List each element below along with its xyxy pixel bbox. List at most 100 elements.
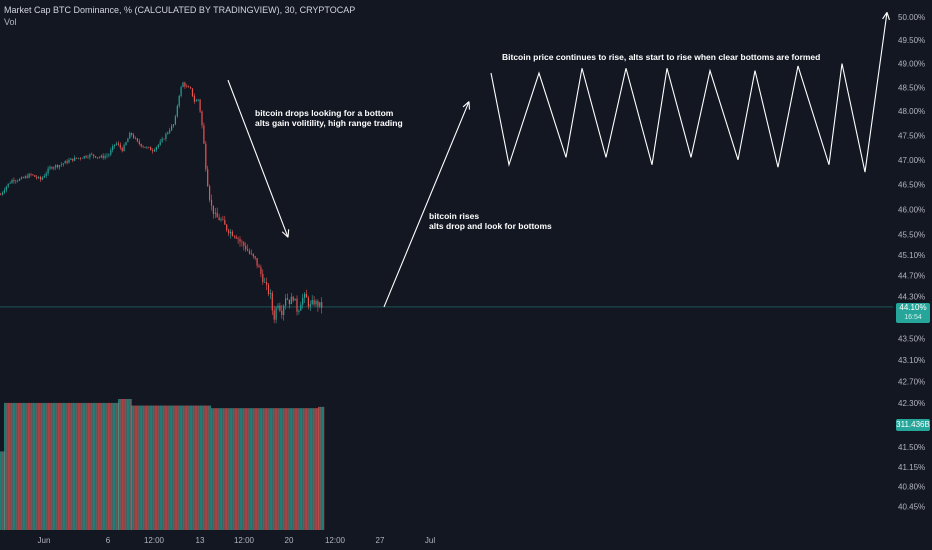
- annotation-rise: bitcoin rises alts drop and look for bot…: [429, 211, 552, 231]
- y-tick-label: 44.30%: [898, 292, 925, 301]
- volume-bar: [37, 402, 39, 530]
- volume-bar: [192, 405, 194, 530]
- volume-bar: [75, 402, 77, 530]
- volume-bar: [274, 408, 276, 530]
- y-tick-label: 48.00%: [898, 107, 925, 116]
- volume-bar: [59, 402, 61, 530]
- candle-body: [98, 157, 100, 158]
- volume-bar: [308, 408, 310, 530]
- volume-bar: [271, 408, 273, 530]
- candle-body: [252, 253, 254, 257]
- y-axis[interactable]: 50.00% 49.50% 49.00% 48.50% 48.00% 47.50% 47.0…: [898, 13, 925, 512]
- volume-bar: [301, 408, 303, 530]
- volume-bar: [143, 405, 145, 530]
- candle-body: [112, 146, 114, 151]
- volume-bar: [166, 405, 168, 530]
- chart-title[interactable]: Market Cap BTC Dominance, % (CALCULATED …: [4, 5, 356, 15]
- volume-indicator-label[interactable]: Vol: [4, 17, 17, 27]
- volume-bar: [296, 408, 298, 530]
- candle-body: [1, 192, 4, 195]
- rise-arrow-head: [462, 101, 470, 108]
- candle-body: [131, 133, 133, 135]
- volume-bar: [119, 399, 121, 530]
- annotation-rise-line2: alts drop and look for bottoms: [429, 221, 552, 231]
- candle-body: [279, 305, 281, 311]
- volume-bar: [151, 405, 153, 530]
- volume-bar: [40, 402, 42, 530]
- volume-bar: [31, 402, 33, 530]
- candle-body: [172, 124, 175, 126]
- candle-body: [58, 165, 61, 168]
- y-tick-label: 46.50%: [898, 181, 925, 190]
- candle-body: [224, 219, 226, 225]
- volume-bar: [129, 399, 131, 530]
- volume-bar: [7, 402, 9, 530]
- volume-bar: [258, 408, 260, 530]
- x-tick-label: 6: [106, 536, 111, 545]
- volume-bar: [163, 405, 165, 530]
- drop-arrow[interactable]: [227, 79, 289, 238]
- volume-bar: [156, 405, 158, 530]
- volume-bar: [268, 408, 270, 530]
- candle-body: [186, 86, 188, 88]
- x-tick-label: 13: [196, 536, 205, 545]
- candle-body: [51, 167, 53, 169]
- volume-bar: [106, 402, 108, 530]
- candle-body: [203, 125, 205, 144]
- y-tick-label: 40.45%: [898, 502, 925, 511]
- volume-bar: [231, 408, 233, 530]
- candle-body: [142, 146, 144, 147]
- volume-bar: [182, 405, 184, 530]
- current-price-value: 44.10%: [899, 303, 927, 312]
- candle-body: [55, 165, 57, 168]
- volume-bar: [104, 402, 106, 530]
- volume-bar: [181, 405, 183, 530]
- volume-bar: [264, 408, 266, 530]
- volume-bar: [204, 405, 206, 530]
- candle-body: [144, 146, 146, 148]
- volume-bar: [203, 405, 205, 530]
- annotation-drop-line1: bitcoin drops looking for a bottom: [255, 108, 394, 118]
- candle-body: [159, 141, 161, 145]
- volume-bar: [22, 402, 24, 530]
- rise-arrow[interactable]: [383, 101, 470, 308]
- candle-body: [228, 230, 230, 234]
- volume-bar: [146, 405, 148, 530]
- candle-body: [307, 297, 309, 307]
- volume-bar: [136, 405, 138, 530]
- volume-bar: [233, 408, 235, 530]
- volume-bar: [74, 402, 76, 530]
- drop-arrow-head: [287, 229, 290, 238]
- candle-body: [114, 144, 116, 147]
- volume-bar: [12, 402, 14, 530]
- candle-body: [266, 282, 268, 285]
- volume-bar: [16, 402, 18, 530]
- candle-body: [182, 82, 184, 88]
- volume-bar: [82, 402, 84, 530]
- volume-bar: [267, 408, 269, 530]
- candle-body: [302, 297, 304, 305]
- candle-body: [277, 305, 279, 308]
- volume-bar: [69, 402, 71, 530]
- volume-bar: [17, 402, 19, 530]
- volume-bar: [39, 402, 41, 530]
- volume-bar: [221, 408, 223, 530]
- volume-bar: [261, 408, 263, 530]
- candle-body: [20, 177, 23, 179]
- zigzag-path[interactable]: [490, 12, 888, 173]
- volume-bar: [81, 402, 83, 530]
- candle-body: [127, 138, 129, 143]
- x-axis[interactable]: Jun 6 12:00 13 12:00 20 12:00 27 Jul: [38, 536, 436, 545]
- volume-bar: [162, 405, 164, 530]
- candle-body: [250, 253, 252, 255]
- candle-body: [245, 245, 247, 250]
- candle-body: [195, 100, 197, 102]
- candle-body: [275, 307, 277, 320]
- candle-body: [286, 298, 289, 300]
- volume-bar: [248, 408, 250, 530]
- price-candles: [0, 81, 323, 324]
- candle-body: [104, 155, 106, 158]
- volume-bar: [94, 402, 96, 530]
- volume-bar: [313, 408, 315, 530]
